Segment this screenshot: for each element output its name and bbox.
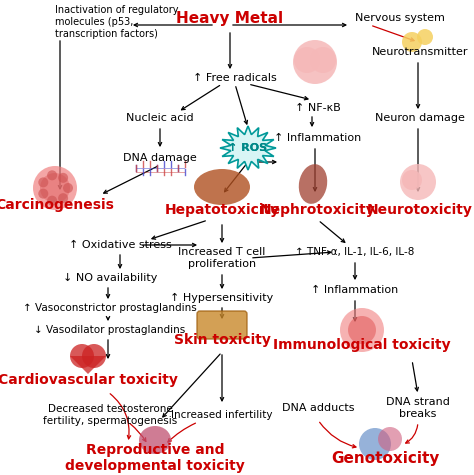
- Circle shape: [402, 170, 422, 190]
- Circle shape: [359, 428, 391, 460]
- Circle shape: [417, 29, 433, 45]
- Circle shape: [38, 189, 48, 199]
- Text: Inactivation of regulatory
molecules (p53,
transcription factors): Inactivation of regulatory molecules (p5…: [55, 5, 179, 38]
- Circle shape: [293, 40, 337, 84]
- FancyBboxPatch shape: [197, 311, 247, 339]
- Polygon shape: [220, 126, 276, 170]
- Polygon shape: [70, 356, 106, 374]
- Circle shape: [348, 316, 376, 344]
- Circle shape: [63, 183, 73, 193]
- Circle shape: [310, 47, 336, 73]
- Text: ↑ ROS: ↑ ROS: [228, 143, 267, 153]
- Circle shape: [47, 171, 57, 180]
- Text: ↑ Inflammation: ↑ Inflammation: [274, 133, 362, 143]
- Text: Neurotoxicity: Neurotoxicity: [367, 203, 473, 217]
- Circle shape: [340, 308, 384, 352]
- Text: ↑ Oxidative stress: ↑ Oxidative stress: [69, 240, 172, 250]
- Text: Decreased testosterone
fertility, spermatogenesis: Decreased testosterone fertility, sperma…: [43, 404, 177, 426]
- Text: Nervous system: Nervous system: [355, 13, 445, 23]
- Circle shape: [58, 193, 68, 203]
- Circle shape: [40, 173, 70, 203]
- Circle shape: [47, 196, 57, 206]
- Circle shape: [402, 32, 422, 52]
- Text: Neurotransmitter: Neurotransmitter: [372, 47, 468, 57]
- Text: ↑ ROS: ↑ ROS: [228, 143, 267, 153]
- Text: DNA adducts: DNA adducts: [282, 403, 354, 413]
- Text: ↑ Vasoconstrictor prostaglandins: ↑ Vasoconstrictor prostaglandins: [23, 303, 197, 313]
- Text: Neuron damage: Neuron damage: [375, 113, 465, 123]
- Text: ↑ Hypersensitivity: ↑ Hypersensitivity: [170, 293, 273, 303]
- Text: Immunological toxicity: Immunological toxicity: [273, 338, 451, 352]
- Text: ↑ Free radicals: ↑ Free radicals: [193, 73, 277, 83]
- Circle shape: [378, 427, 402, 451]
- Text: Increased T cell
proliferation: Increased T cell proliferation: [178, 247, 266, 269]
- Text: Reproductive and
developmental toxicity: Reproductive and developmental toxicity: [65, 443, 245, 473]
- Ellipse shape: [299, 164, 327, 204]
- Circle shape: [82, 344, 106, 368]
- Text: Heavy Metal: Heavy Metal: [176, 10, 283, 26]
- Text: ↓ Vasodilator prostaglandins: ↓ Vasodilator prostaglandins: [35, 325, 186, 335]
- Text: ↓ NO availability: ↓ NO availability: [63, 273, 157, 283]
- Text: ↑ Inflammation: ↑ Inflammation: [311, 285, 399, 295]
- Text: DNA damage: DNA damage: [123, 153, 197, 163]
- Text: Cardiovascular toxicity: Cardiovascular toxicity: [0, 373, 178, 387]
- Circle shape: [294, 47, 320, 73]
- Text: Nephrotoxicity: Nephrotoxicity: [260, 203, 376, 217]
- Ellipse shape: [139, 426, 171, 454]
- Text: ↑ TNF-α, IL-1, IL-6, IL-8: ↑ TNF-α, IL-1, IL-6, IL-8: [295, 247, 415, 257]
- Circle shape: [58, 173, 68, 183]
- Text: Nucleic acid: Nucleic acid: [126, 113, 194, 123]
- Text: Genotoxicity: Genotoxicity: [331, 450, 439, 465]
- Circle shape: [400, 164, 436, 200]
- Circle shape: [70, 344, 94, 368]
- Circle shape: [33, 166, 77, 210]
- Text: Increased infertility: Increased infertility: [171, 410, 273, 420]
- Text: Skin toxicity: Skin toxicity: [173, 333, 271, 347]
- Circle shape: [38, 177, 48, 187]
- Text: Hepatotoxicity: Hepatotoxicity: [164, 203, 280, 217]
- Text: DNA strand
breaks: DNA strand breaks: [386, 397, 450, 419]
- Text: ↑ NF-κB: ↑ NF-κB: [295, 103, 341, 113]
- Ellipse shape: [194, 169, 250, 205]
- Text: Carcinogenesis: Carcinogenesis: [0, 198, 114, 212]
